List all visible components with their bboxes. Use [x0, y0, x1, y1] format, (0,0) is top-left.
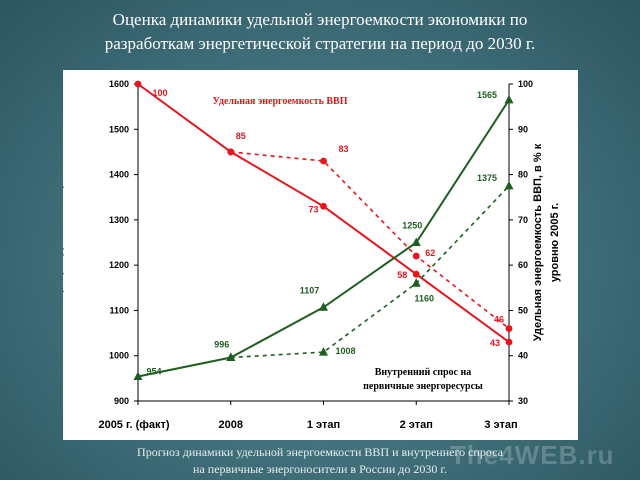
data-label: 996	[214, 340, 229, 350]
right-tick-label: 70	[518, 215, 528, 225]
data-label: 1375	[477, 173, 497, 183]
data-point-marker	[319, 347, 328, 356]
series-line-demand-dashed	[230, 185, 510, 359]
data-label: 43	[490, 338, 500, 348]
data-label: 1008	[335, 346, 355, 356]
right-axis-title-line-2: уровню 2005 г.	[549, 203, 561, 282]
slide-title: Оценка динамики удельной энергоемкости э…	[0, 8, 640, 56]
data-point-marker	[505, 338, 513, 346]
right-tick-label: 40	[518, 351, 528, 361]
left-tick-label: 1400	[109, 170, 129, 180]
data-label: 46	[494, 315, 504, 325]
data-point-marker	[504, 94, 514, 104]
data-point-marker	[319, 302, 328, 311]
energy-intensity-chart: 900 1000 1100 1200 1300 1400 1500 1600 30 40 50 60 7…	[63, 79, 561, 431]
caption-line-2: на первичные энергоносители в России до …	[193, 462, 447, 476]
annotation-energy-intensity: Удельная энергоемкость ВВП	[213, 96, 348, 107]
data-label: 954	[146, 367, 161, 377]
title-line-1: Оценка динамики удельной энергоемкости э…	[112, 10, 528, 29]
x-tick-label: 2005 г. (факт)	[98, 419, 169, 431]
slide-caption: Прогноз динамики удельной энергоемкости …	[0, 444, 640, 478]
chart-panel: 900 1000 1100 1200 1300 1400 1500 1600 30 40 50 60 7…	[63, 70, 578, 440]
data-label: 73	[308, 204, 318, 214]
data-label: 1160	[414, 293, 434, 303]
left-tick-label: 900	[114, 396, 129, 406]
left-tick-label: 1200	[109, 260, 129, 270]
left-tick-label: 1500	[109, 124, 129, 134]
left-tick-label: 1000	[109, 351, 129, 361]
data-point-marker	[412, 270, 420, 278]
left-axis-title-line-2: энергоресурсы, млн т у.т.	[63, 173, 64, 312]
data-label: 1107	[300, 285, 320, 295]
right-tick-label: 30	[518, 396, 528, 406]
right-tick-label: 50	[518, 305, 528, 315]
data-label: 1250	[402, 221, 422, 231]
title-line-2: разработкам энергетической стратегии на …	[104, 34, 536, 53]
data-point-marker	[320, 157, 327, 165]
x-tick-label: 2008	[219, 419, 243, 431]
data-label: 85	[236, 131, 246, 141]
data-point-marker	[134, 80, 142, 88]
data-label: 1565	[477, 90, 497, 100]
data-point-marker	[133, 371, 143, 381]
left-tick-label: 1100	[109, 305, 129, 315]
data-point-marker	[411, 278, 421, 287]
data-point-marker	[505, 325, 513, 332]
data-label: 58	[397, 270, 407, 280]
data-point-marker	[226, 352, 236, 362]
x-tick-label: 1 этап	[307, 419, 340, 431]
data-point-marker	[411, 237, 421, 246]
right-tick-label: 80	[518, 170, 528, 180]
data-label: 100	[152, 88, 167, 98]
right-axis-title-line-1: Удельная энергоемкость ВВП, в % к	[532, 143, 544, 341]
caption-line-1: Прогноз динамики удельной энергоемкости …	[137, 445, 503, 459]
right-tick-label: 100	[518, 79, 533, 89]
left-tick-label: 1300	[109, 215, 129, 225]
data-point-marker	[412, 252, 420, 260]
data-label: 62	[425, 248, 435, 258]
right-tick-label: 60	[518, 260, 528, 270]
x-tick-label: 3 этап	[484, 419, 517, 431]
annotation-demand-line-1: Внутренний спрос на	[375, 367, 471, 378]
series-line-demand-solid	[137, 99, 510, 378]
data-point-marker	[320, 202, 327, 210]
data-label: 83	[338, 144, 348, 154]
watermark: The4WEB.ru	[450, 440, 615, 470]
data-point-marker	[504, 180, 514, 190]
right-tick-label: 90	[518, 124, 528, 134]
left-tick-label: 1600	[109, 79, 129, 89]
annotation-demand-line-2: первичные энергоресурсы	[363, 381, 483, 392]
data-point-marker	[227, 148, 235, 156]
x-tick-label: 2 этап	[400, 419, 433, 431]
